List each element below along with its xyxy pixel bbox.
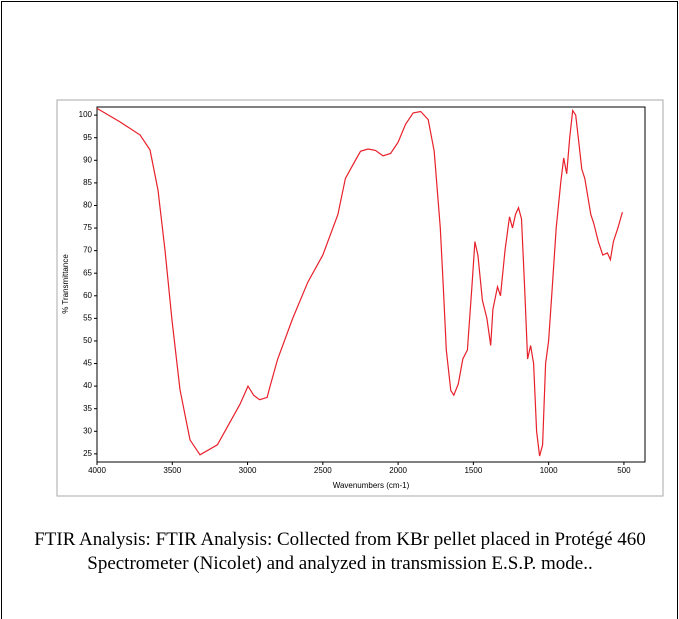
y-tick-label: 45 [83,359,92,368]
y-tick-label: 40 [83,381,92,390]
spectrum-line [96,107,623,457]
y-tick-label: 50 [83,336,92,345]
y-tick-label: 65 [83,268,92,277]
y-tick-label: 25 [83,449,92,458]
y-tick-label: 90 [83,155,92,164]
x-axis-label: Wavenumbers (cm-1) [333,481,410,490]
plot-area [96,106,646,463]
y-tick-label: 95 [83,133,92,142]
y-tick-label: 70 [83,246,92,255]
x-tick-label: 1500 [464,466,482,475]
y-tick-label: 55 [83,313,92,322]
y-tick-label: 30 [83,426,92,435]
x-tick-label: 4000 [88,466,106,475]
x-tick-label: 3000 [239,466,257,475]
caption: FTIR Analysis: FTIR Analysis: Collected … [34,529,646,574]
y-tick-label: 75 [83,223,92,232]
x-tick-label: 1000 [540,466,558,475]
x-tick-label: 500 [617,466,631,475]
chart-box [56,99,664,497]
x-tick-label: 2000 [389,466,407,475]
y-tick-label: 85 [83,178,92,187]
chart: Wavenumbers (cm-1) % Transmittance 25 30 3… [56,99,664,497]
y-tick-label: 35 [83,404,92,413]
y-tick-label: 60 [83,291,92,300]
y-tick-label: 100 [79,110,93,119]
y-axis-label: % Transmittance [61,254,70,314]
y-tick-label: 80 [83,201,92,210]
x-tick-label: 2500 [314,466,332,475]
x-tick-label: 3500 [163,466,181,475]
